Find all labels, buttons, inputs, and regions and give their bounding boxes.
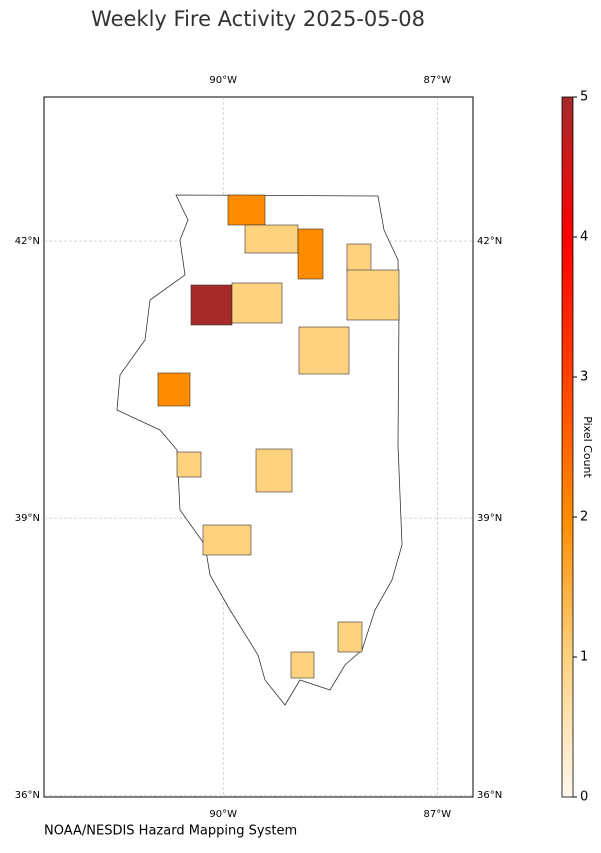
- colorbar-tick-label: 2: [580, 510, 588, 525]
- lat-label: 36°N: [15, 790, 40, 801]
- county-fire: [255, 448, 293, 493]
- lon-label: 90°W: [209, 809, 237, 820]
- colorbar-tick-label: 1: [580, 650, 588, 665]
- map-frame: [43, 96, 474, 798]
- county-fire: [346, 243, 372, 273]
- county-fire: [157, 372, 191, 407]
- lon-label: 90°W: [209, 75, 237, 86]
- lat-label: 39°N: [477, 513, 502, 524]
- county-fire: [227, 194, 266, 226]
- colorbar-tick-label: 4: [580, 230, 588, 245]
- colorbar-label: Pixel Count: [581, 416, 594, 478]
- lon-label: 87°W: [423, 75, 451, 86]
- lat-label: 36°N: [477, 790, 502, 801]
- county-fire: [298, 326, 350, 375]
- lat-label: 42°N: [477, 236, 502, 247]
- lat-label: 42°N: [15, 236, 40, 247]
- lon-label: 87°W: [423, 809, 451, 820]
- county-fire: [337, 621, 363, 653]
- county-fire: [290, 651, 315, 679]
- county-fire: [297, 228, 324, 280]
- colorbar-tick-label: 0: [580, 790, 588, 805]
- county-fire: [244, 224, 299, 254]
- colorbar-tick-label: 3: [580, 370, 588, 385]
- colorbar: [561, 96, 574, 798]
- county-fire: [190, 284, 233, 326]
- colorbar-tick-label: 5: [580, 90, 588, 105]
- county-fire: [346, 269, 400, 321]
- county-fire: [202, 524, 252, 556]
- lat-label: 39°N: [15, 513, 40, 524]
- title: Weekly Fire Activity 2025-05-08: [91, 7, 425, 31]
- credit: NOAA/NESDIS Hazard Mapping System: [44, 824, 297, 839]
- county-fire: [231, 282, 283, 324]
- county-fire: [176, 451, 202, 478]
